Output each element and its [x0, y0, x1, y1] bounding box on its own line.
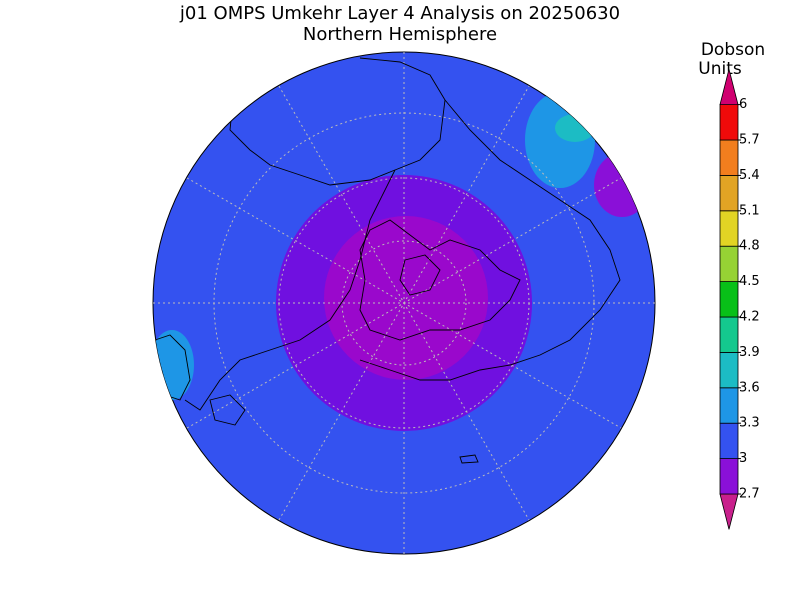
colorbar-segment: [719, 351, 739, 389]
colorbar-segment: [719, 174, 739, 212]
colorbar-segment: [719, 458, 739, 495]
colorbar-tick-label: 5.4: [739, 168, 760, 183]
colorbar-segment: [719, 104, 739, 141]
colorbar-segment: [719, 422, 739, 460]
colorbar-label: Units: [698, 59, 742, 79]
colorbar-tick-label: 4.5: [739, 274, 760, 289]
colorbar-tick-label: 3.3: [739, 416, 760, 431]
graticule: [153, 52, 655, 554]
colorbar-label: Dobson: [701, 40, 765, 60]
colorbar-tick-label: 2.7: [739, 487, 760, 502]
colorbar-arrow: [719, 493, 739, 530]
colorbar-tick-label: 5.1: [739, 203, 760, 218]
colorbar-segment: [719, 387, 739, 424]
colorbar-segment: [719, 245, 739, 282]
colorbar-tick-label: 3: [739, 451, 747, 466]
field-region: [594, 153, 650, 217]
colorbar-tick-label: 4.8: [739, 239, 760, 254]
colorbar-tick-label: 5.7: [739, 133, 760, 148]
colorbar-segment: [719, 139, 739, 176]
colorbar-tick-label: 3.6: [739, 380, 760, 395]
colorbar-tick-label: 3.9: [739, 345, 760, 360]
coastlines: [154, 57, 621, 464]
colorbar-segment: [719, 281, 739, 318]
colorbar: Dobson Units 2.7 3 3.3 3.6 3.9 4.2 4.5 4.8 5.1 5.…: [698, 40, 765, 530]
colorbar-tick-label: 6: [739, 97, 747, 112]
field-region: [324, 216, 488, 380]
colorbar-arrow: [719, 69, 739, 105]
subtitle: Northern Hemisphere: [303, 24, 497, 45]
colorbar-segment: [719, 210, 739, 247]
colorbar-tick-label: 4.2: [739, 310, 760, 325]
colorbar-segment: [719, 316, 739, 353]
map: [152, 51, 656, 555]
field-region: [555, 114, 595, 142]
title: j01 OMPS Umkehr Layer 4 Analysis on 2025…: [179, 3, 620, 24]
